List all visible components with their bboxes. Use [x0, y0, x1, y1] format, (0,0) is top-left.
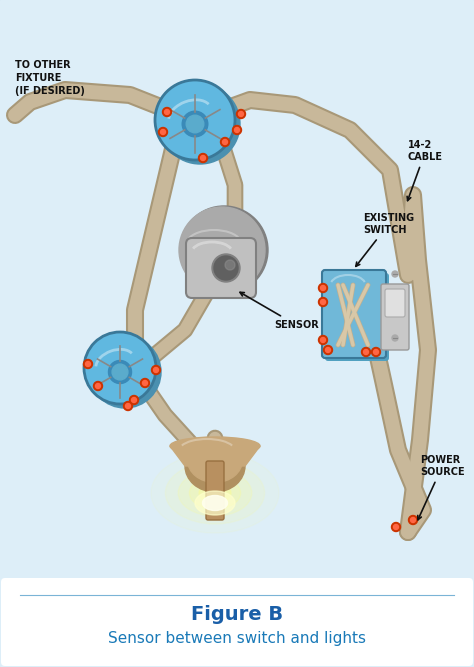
Circle shape [392, 522, 401, 532]
Circle shape [225, 260, 235, 270]
Circle shape [320, 285, 326, 291]
Ellipse shape [151, 453, 279, 533]
Circle shape [186, 115, 204, 133]
FancyBboxPatch shape [322, 270, 386, 358]
Ellipse shape [195, 491, 235, 515]
Ellipse shape [199, 483, 231, 503]
Circle shape [323, 346, 332, 354]
Text: POWER
SOURCE: POWER SOURCE [418, 456, 465, 520]
Circle shape [364, 350, 368, 354]
Text: EXISTING
SWITCH: EXISTING SWITCH [356, 213, 414, 266]
Circle shape [409, 516, 418, 524]
Circle shape [320, 338, 326, 342]
Ellipse shape [185, 440, 245, 492]
Text: Sensor between switch and lights: Sensor between switch and lights [108, 632, 366, 646]
Ellipse shape [202, 496, 228, 510]
Circle shape [179, 207, 265, 293]
Circle shape [392, 271, 398, 277]
Circle shape [180, 206, 268, 294]
FancyBboxPatch shape [1, 578, 473, 666]
Ellipse shape [188, 438, 243, 482]
Ellipse shape [178, 470, 252, 516]
Circle shape [199, 153, 208, 163]
Circle shape [84, 332, 156, 404]
Circle shape [89, 336, 161, 408]
Circle shape [393, 524, 399, 530]
Polygon shape [170, 446, 260, 466]
FancyBboxPatch shape [206, 461, 224, 520]
Circle shape [129, 396, 138, 404]
Circle shape [126, 404, 130, 408]
Circle shape [220, 137, 229, 147]
Circle shape [109, 360, 131, 384]
Circle shape [233, 125, 241, 135]
Circle shape [392, 335, 398, 341]
Circle shape [212, 254, 240, 282]
Circle shape [124, 402, 133, 410]
Ellipse shape [170, 437, 260, 455]
Circle shape [93, 382, 102, 390]
Circle shape [374, 350, 379, 354]
FancyBboxPatch shape [325, 273, 389, 361]
Ellipse shape [165, 462, 264, 524]
Circle shape [140, 378, 149, 388]
FancyBboxPatch shape [381, 284, 409, 350]
Circle shape [163, 107, 172, 117]
FancyBboxPatch shape [186, 238, 256, 298]
Circle shape [112, 364, 128, 380]
Circle shape [201, 155, 206, 161]
Circle shape [154, 368, 158, 372]
Circle shape [152, 366, 161, 374]
Circle shape [319, 297, 328, 307]
Text: Figure B: Figure B [191, 606, 283, 624]
Ellipse shape [190, 477, 241, 509]
Circle shape [83, 360, 92, 368]
Circle shape [372, 348, 381, 356]
Circle shape [131, 398, 137, 402]
Circle shape [161, 129, 165, 135]
Text: SENSOR: SENSOR [240, 292, 319, 330]
Circle shape [155, 80, 235, 160]
Circle shape [362, 348, 371, 356]
Circle shape [182, 111, 208, 137]
Circle shape [164, 109, 170, 115]
Circle shape [238, 111, 244, 117]
FancyBboxPatch shape [385, 289, 405, 317]
Circle shape [235, 127, 239, 133]
Circle shape [319, 336, 328, 344]
Circle shape [410, 518, 416, 522]
Circle shape [160, 84, 240, 164]
Circle shape [222, 139, 228, 145]
Circle shape [214, 256, 238, 280]
Text: TO OTHER
FIXTURE
(IF DESIRED): TO OTHER FIXTURE (IF DESIRED) [15, 60, 85, 97]
Circle shape [320, 299, 326, 305]
Circle shape [326, 348, 330, 352]
Circle shape [95, 384, 100, 388]
Circle shape [158, 127, 167, 137]
Circle shape [237, 109, 246, 119]
Circle shape [85, 362, 91, 366]
Circle shape [319, 283, 328, 293]
Circle shape [143, 380, 147, 386]
Text: 14-2
CABLE: 14-2 CABLE [407, 140, 443, 201]
